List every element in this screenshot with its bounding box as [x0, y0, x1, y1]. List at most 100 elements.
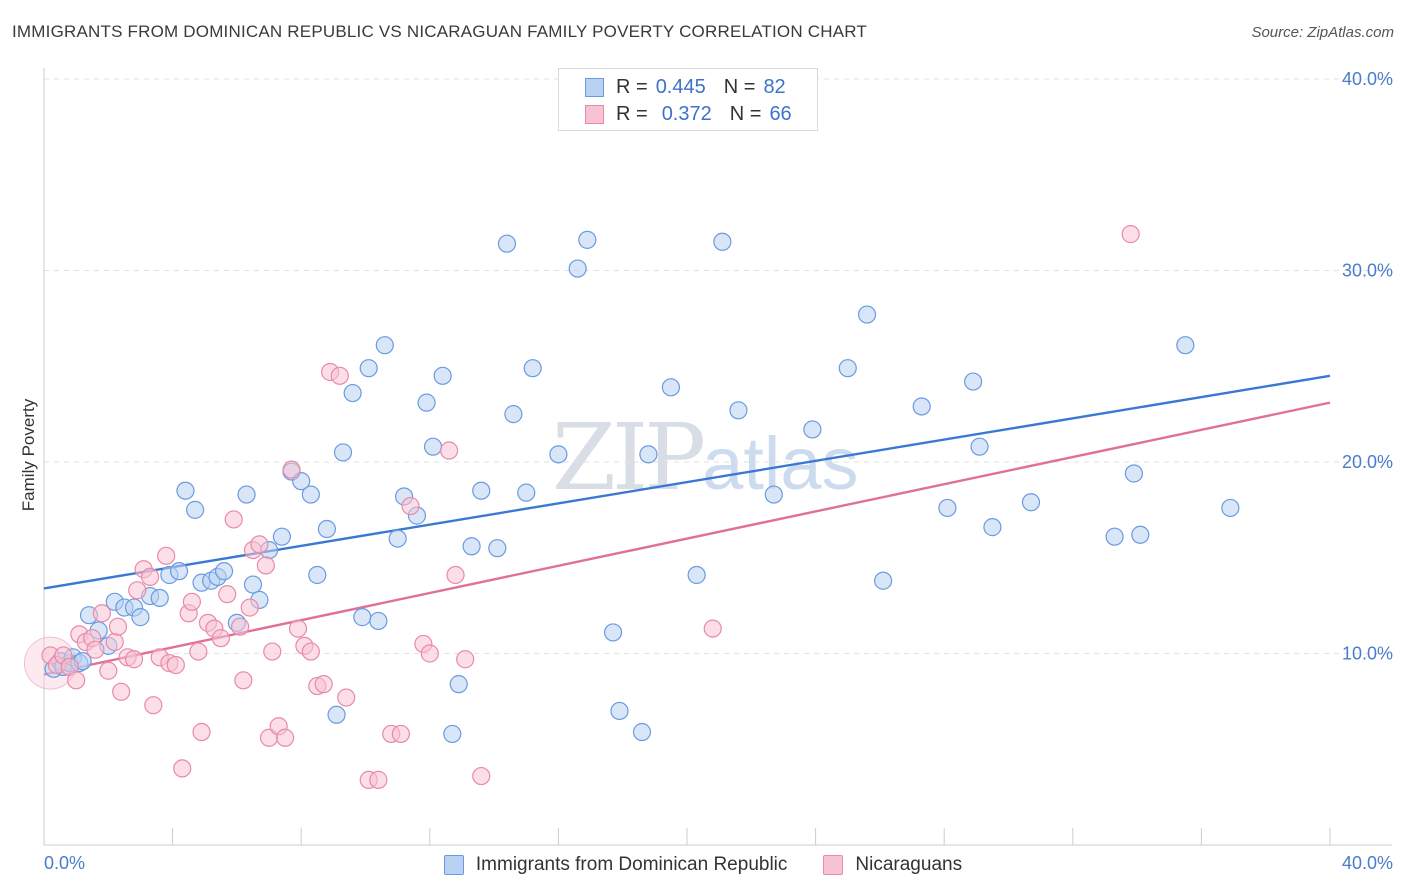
- legend-r-label: R =: [616, 102, 648, 125]
- point-dominican: [423, 437, 443, 456]
- point-nicaraguan: [224, 510, 243, 529]
- point-dominican: [983, 518, 1002, 537]
- point-nicaraguan: [256, 556, 275, 575]
- point-nicaraguan: [337, 688, 356, 707]
- point-nicaraguan: [166, 655, 185, 675]
- point-dominican: [568, 259, 587, 278]
- legend-label: Immigrants from Dominican Republic: [475, 854, 788, 875]
- point-nicaraguan: [86, 640, 105, 659]
- point-dominican: [375, 336, 394, 355]
- point-nicaraguan: [189, 642, 208, 661]
- point-dominican: [1221, 498, 1240, 518]
- point-nicaraguan: [99, 661, 118, 680]
- point-dominican: [610, 701, 629, 721]
- point-dominican: [497, 234, 517, 253]
- y-tick-label: 30.0%: [1342, 261, 1393, 281]
- point-nicaraguan: [192, 722, 211, 742]
- point-dominican: [523, 359, 542, 378]
- point-dominican: [243, 575, 263, 594]
- series-legend: Immigrants from Dominican Republic Nicar…: [0, 852, 1406, 878]
- y-axis-label: Family Poverty: [19, 398, 38, 511]
- point-dominican: [912, 397, 931, 416]
- point-nicaraguan: [456, 650, 475, 669]
- point-dominican: [549, 445, 568, 464]
- point-nicaraguan: [420, 644, 439, 663]
- axes: [43, 68, 1392, 846]
- point-dominican: [417, 393, 436, 412]
- point-nicaraguan: [108, 617, 128, 636]
- point-dominican: [333, 443, 353, 462]
- point-nicaraguan: [314, 675, 333, 694]
- point-nicaraguan: [231, 617, 250, 636]
- gridlines: [44, 78, 1392, 654]
- point-dominican: [1021, 493, 1041, 512]
- point-nicaraguan: [330, 366, 349, 385]
- point-dominican: [488, 539, 507, 558]
- point-dominican: [603, 623, 623, 642]
- point-dominican: [433, 366, 452, 385]
- point-dominican: [186, 500, 205, 519]
- legend-item-dominican[interactable]: Immigrants from Dominican Republic: [443, 854, 788, 876]
- legend-label: Nicaraguans: [855, 854, 963, 875]
- point-dominican: [176, 481, 195, 500]
- point-nicaraguan: [67, 671, 86, 690]
- point-dominican: [343, 383, 362, 403]
- point-dominican: [687, 565, 706, 585]
- point-dominican: [272, 527, 292, 546]
- point-nicaraguan: [472, 766, 491, 786]
- point-dominican: [443, 724, 462, 744]
- point-dominican: [327, 705, 346, 724]
- legend-r-label: R =: [616, 75, 648, 98]
- point-dominican: [632, 722, 652, 742]
- legend-swatch-pink: [823, 855, 844, 875]
- legend-swatch-blue: [585, 77, 604, 97]
- point-dominican: [317, 519, 337, 539]
- point-dominican: [517, 483, 536, 502]
- point-nicaraguan: [288, 619, 308, 638]
- point-nicaraguan: [240, 598, 259, 617]
- point-dominican: [472, 481, 491, 500]
- point-nicaraguan: [140, 567, 160, 587]
- trend-line-dominican: [43, 374, 1331, 590]
- point-dominican: [1105, 527, 1124, 546]
- point-dominican: [1131, 525, 1150, 544]
- point-nicaraguan: [128, 581, 147, 600]
- trend-line-nicaraguan: [43, 401, 1331, 676]
- point-dominican: [1124, 464, 1143, 483]
- point-nicaraguan: [391, 724, 410, 744]
- point-dominican: [964, 372, 983, 391]
- point-nicaraguan: [276, 728, 295, 747]
- point-dominican: [301, 485, 320, 504]
- point-dominican: [449, 675, 468, 694]
- point-dominican: [353, 608, 372, 627]
- point-nicaraguan: [124, 650, 144, 669]
- x-tick-label: 40.0%: [1342, 853, 1393, 873]
- point-nicaraguan: [439, 441, 459, 460]
- point-dominican: [938, 498, 957, 518]
- legend-row-nicaraguan: R = 0.372 N = 66: [585, 102, 792, 126]
- point-nicaraguan: [234, 671, 253, 690]
- point-nicaraguan: [282, 460, 301, 479]
- source-label: Source: ZipAtlas.com: [1251, 24, 1394, 41]
- point-nicaraguan: [250, 535, 269, 554]
- point-dominican: [504, 405, 523, 424]
- point-nicaraguan: [218, 585, 237, 604]
- point-nicaraguan: [112, 682, 131, 701]
- point-nicaraguan: [446, 565, 465, 585]
- data-points: [23, 225, 1240, 789]
- y-tick-label: 40.0%: [1342, 69, 1393, 89]
- point-dominican: [214, 562, 234, 581]
- point-dominican: [661, 378, 681, 397]
- legend-r-value: 0.372: [661, 102, 712, 125]
- point-nicaraguan: [301, 642, 320, 661]
- point-nicaraguan: [263, 642, 282, 661]
- legend-swatch-blue: [443, 855, 464, 875]
- legend-item-nicaraguans[interactable]: Nicaraguans: [823, 854, 962, 876]
- point-nicaraguan: [157, 546, 176, 565]
- point-dominican: [578, 230, 597, 249]
- point-dominican: [237, 485, 256, 504]
- legend-row-dominican: R = 0.445 N = 82: [585, 75, 786, 99]
- watermark: ZIPatlas: [552, 404, 858, 511]
- legend-r-value: 0.445: [655, 75, 706, 98]
